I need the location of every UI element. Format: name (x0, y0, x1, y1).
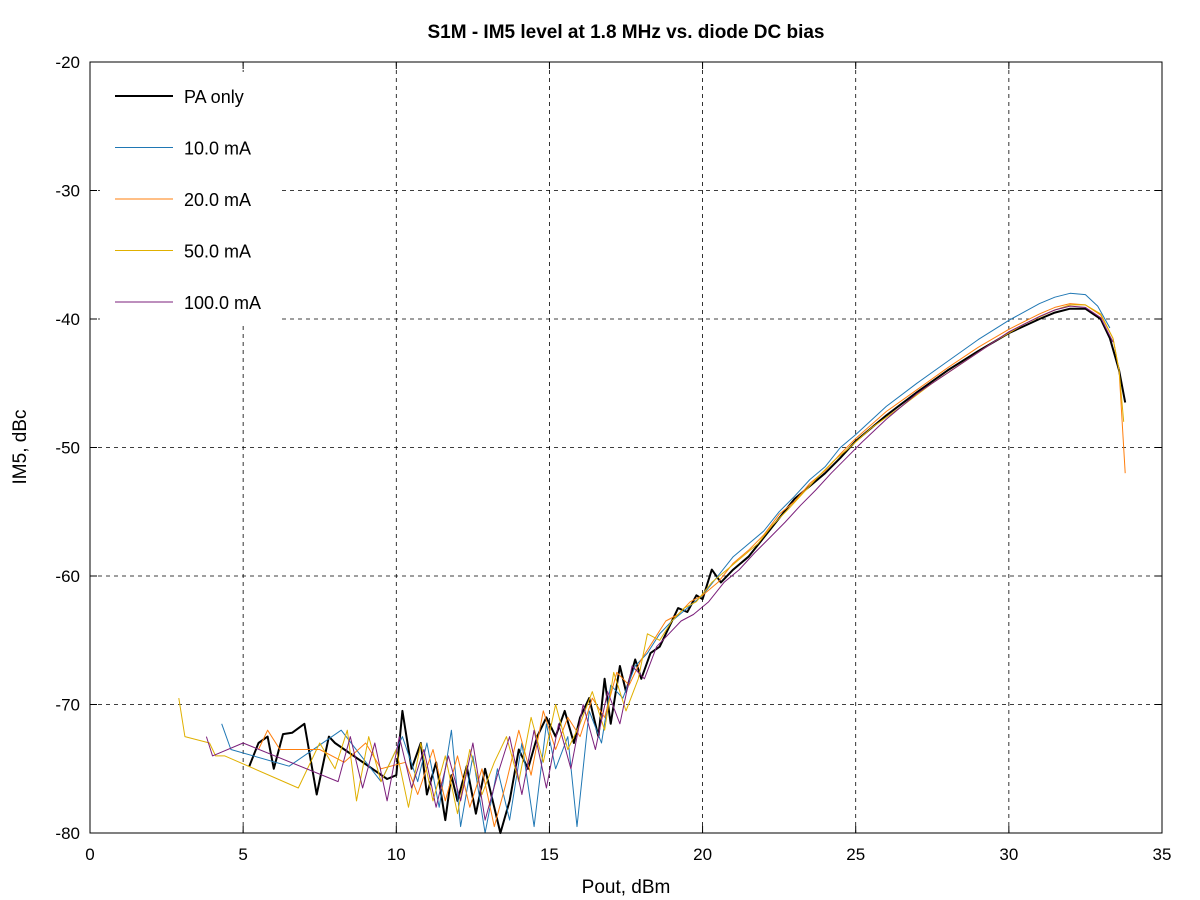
series-line-5 (205, 305, 1114, 821)
y-tick-label: -40 (55, 310, 80, 329)
y-axis-label: IM5, dBc (10, 410, 31, 485)
x-tick-label: 30 (999, 845, 1018, 864)
series-line-4 (178, 304, 1125, 815)
y-tick-label: -30 (55, 182, 80, 201)
y-tick-label: -20 (55, 53, 80, 72)
x-tick-label: 0 (85, 845, 94, 864)
x-tick-label: 25 (846, 845, 865, 864)
legend-label: 20.0 mA (184, 190, 251, 210)
x-tick-label: 20 (693, 845, 712, 864)
legend: PA only 10.0 mA 20.0 mA 50.0 mA 100.0 mA (100, 72, 282, 324)
x-tick-label: 35 (1153, 845, 1172, 864)
legend-label: 50.0 mA (184, 242, 251, 262)
x-axis-label: Pout, dBm (582, 877, 671, 898)
series-lines (178, 292, 1127, 834)
legend-background (100, 72, 282, 324)
chart-title: S1M - IM5 level at 1.8 MHz vs. diode DC … (427, 22, 824, 43)
series-line-3 (258, 303, 1126, 828)
x-tick-label: 5 (238, 845, 247, 864)
legend-label: 10.0 mA (184, 139, 251, 159)
legend-label: PA only (184, 87, 244, 107)
series-line-1 (248, 307, 1127, 834)
plot-frame (89, 61, 1163, 834)
y-tick-label: -70 (55, 696, 80, 715)
y-tick-label: -80 (55, 824, 80, 843)
legend-label: 100.0 mA (184, 293, 261, 313)
x-tick-label: 10 (387, 845, 406, 864)
axis-ticks: 0 5 10 15 20 25 30 35 -20 -30 -40 -50 -60 -70 -80 (55, 53, 1171, 864)
x-tick-label: 15 (540, 845, 559, 864)
y-tick-label: -60 (55, 567, 80, 586)
y-tick-label: -50 (55, 439, 80, 458)
